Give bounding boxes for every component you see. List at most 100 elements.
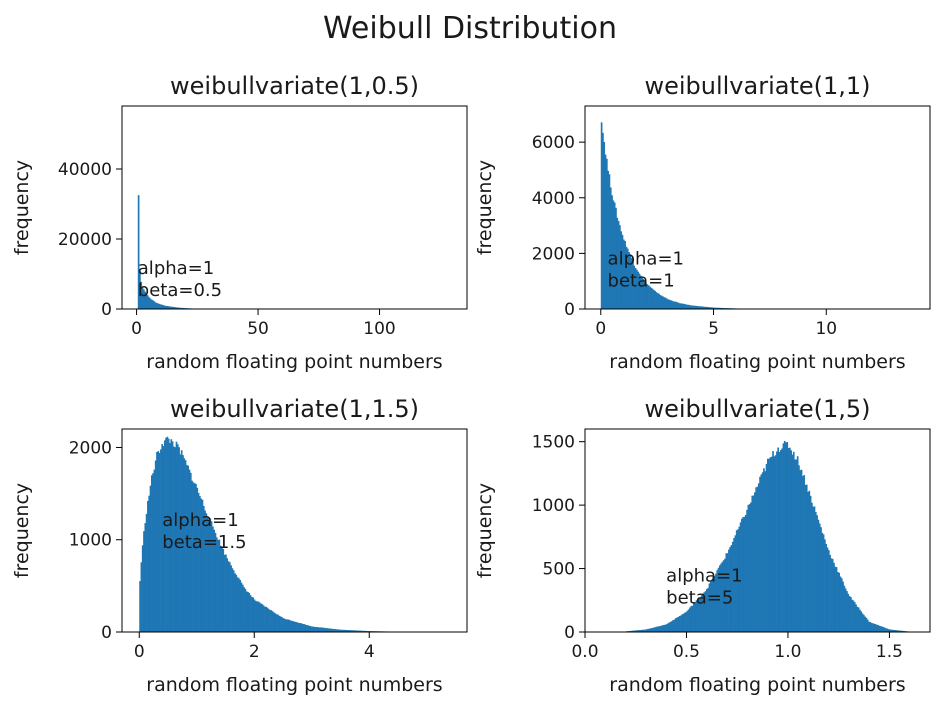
histogram-bar	[351, 630, 353, 632]
histogram-bar	[303, 624, 305, 632]
histogram-bar	[628, 251, 630, 309]
histogram-bar	[604, 154, 607, 309]
histogram-bar	[707, 307, 710, 309]
histogram-bar	[734, 535, 737, 632]
histogram-bar	[877, 625, 879, 632]
histogram-bar	[149, 298, 152, 309]
histogram-bar	[616, 217, 619, 309]
histogram-bar	[360, 630, 362, 632]
x-tick-label: 5	[708, 319, 719, 339]
histogram-bar	[617, 221, 620, 309]
histogram-bar	[808, 490, 811, 632]
histogram-bar	[637, 271, 639, 309]
histogram-bar	[868, 621, 870, 632]
histogram-bar	[160, 449, 162, 632]
histogram-bar	[837, 572, 839, 632]
histogram-bar	[223, 554, 226, 632]
histogram-bar	[738, 526, 741, 632]
histogram-bar	[206, 517, 209, 632]
histogram-bar	[200, 498, 203, 632]
histogram-bar	[208, 520, 210, 632]
histogram-bar	[899, 630, 901, 632]
histogram-bar	[173, 307, 175, 309]
histogram-bar	[701, 306, 703, 309]
histogram-bar	[733, 538, 735, 632]
x-axis-label: random floating point numbers	[146, 351, 442, 373]
histogram-bar	[249, 595, 252, 632]
x-axis-label: random floating point numbers	[609, 674, 905, 696]
histogram-bar	[663, 624, 665, 632]
histogram-bar	[154, 460, 157, 632]
histogram-bar	[214, 532, 217, 632]
histogram-bar	[674, 618, 677, 632]
histogram-bar	[681, 614, 684, 632]
histogram-bar	[345, 630, 348, 632]
histogram-bar	[702, 306, 705, 309]
histogram-bar	[152, 473, 154, 632]
histogram-bar	[634, 630, 637, 632]
histogram-bar	[901, 630, 904, 632]
histogram-bar	[157, 451, 160, 632]
histogram-bar	[654, 290, 656, 309]
histogram-bar	[720, 307, 723, 309]
histogram-bar	[666, 298, 668, 309]
y-axis-label: frequency	[11, 483, 33, 578]
histogram-bar	[650, 628, 652, 632]
histogram-bar	[881, 626, 883, 632]
histogram-bar	[187, 465, 190, 632]
histogram-bar	[763, 468, 765, 632]
histogram-bar	[865, 617, 868, 632]
histogram-bar	[641, 629, 643, 632]
histogram-bar	[688, 304, 690, 309]
subplot-title: weibullvariate(1,0.5)	[170, 72, 419, 100]
histogram-bar	[796, 456, 799, 632]
histogram-bar	[615, 207, 617, 309]
histogram-bar	[204, 510, 206, 632]
histogram-bar	[885, 628, 887, 632]
histogram-bar	[722, 560, 725, 632]
histogram-bars	[139, 436, 399, 632]
histogram-bar	[633, 630, 636, 632]
y-tick-label: 6000	[532, 133, 575, 153]
histogram-bar	[829, 554, 831, 632]
histogram-bar	[186, 464, 188, 632]
histogram-bar	[139, 581, 141, 632]
histogram-bar	[232, 570, 235, 632]
histogram-bar	[750, 502, 752, 632]
histogram-bar	[613, 202, 616, 309]
y-tick-label: 0	[564, 623, 575, 643]
histogram-bar	[357, 630, 360, 632]
histogram-bar	[812, 506, 815, 632]
histogram-bar	[777, 447, 780, 632]
histogram-bar	[892, 629, 895, 632]
histogram-bar	[634, 268, 637, 309]
histogram-bar	[139, 271, 141, 309]
histogram-bar	[296, 622, 299, 632]
histogram-bar	[798, 465, 800, 632]
histogram-bar	[336, 629, 339, 632]
histogram-bar	[620, 231, 623, 309]
histogram-bar	[710, 307, 713, 309]
histogram-bar	[651, 288, 654, 309]
histogram-bar	[175, 307, 178, 309]
histogram-bar	[257, 601, 260, 632]
histogram-bar	[624, 240, 626, 309]
histogram-bar	[638, 630, 641, 632]
histogram-bar	[676, 617, 678, 632]
histogram-bar	[715, 573, 717, 632]
histogram-bar	[764, 471, 767, 632]
histogram-bar	[316, 627, 318, 632]
histogram-bar	[338, 629, 340, 632]
histogram-bar	[262, 605, 265, 632]
histogram-bar	[682, 613, 685, 632]
histogram-bar	[635, 630, 638, 632]
histogram-bar	[140, 562, 143, 632]
axes-frame	[121, 105, 468, 310]
histogram-bar	[252, 597, 255, 632]
histogram-bar	[163, 305, 166, 309]
histogram-bar	[343, 629, 346, 632]
histogram-bar	[721, 561, 724, 632]
histogram-bar	[334, 629, 336, 632]
histogram-bar	[673, 619, 676, 632]
histogram-bar	[878, 625, 881, 632]
